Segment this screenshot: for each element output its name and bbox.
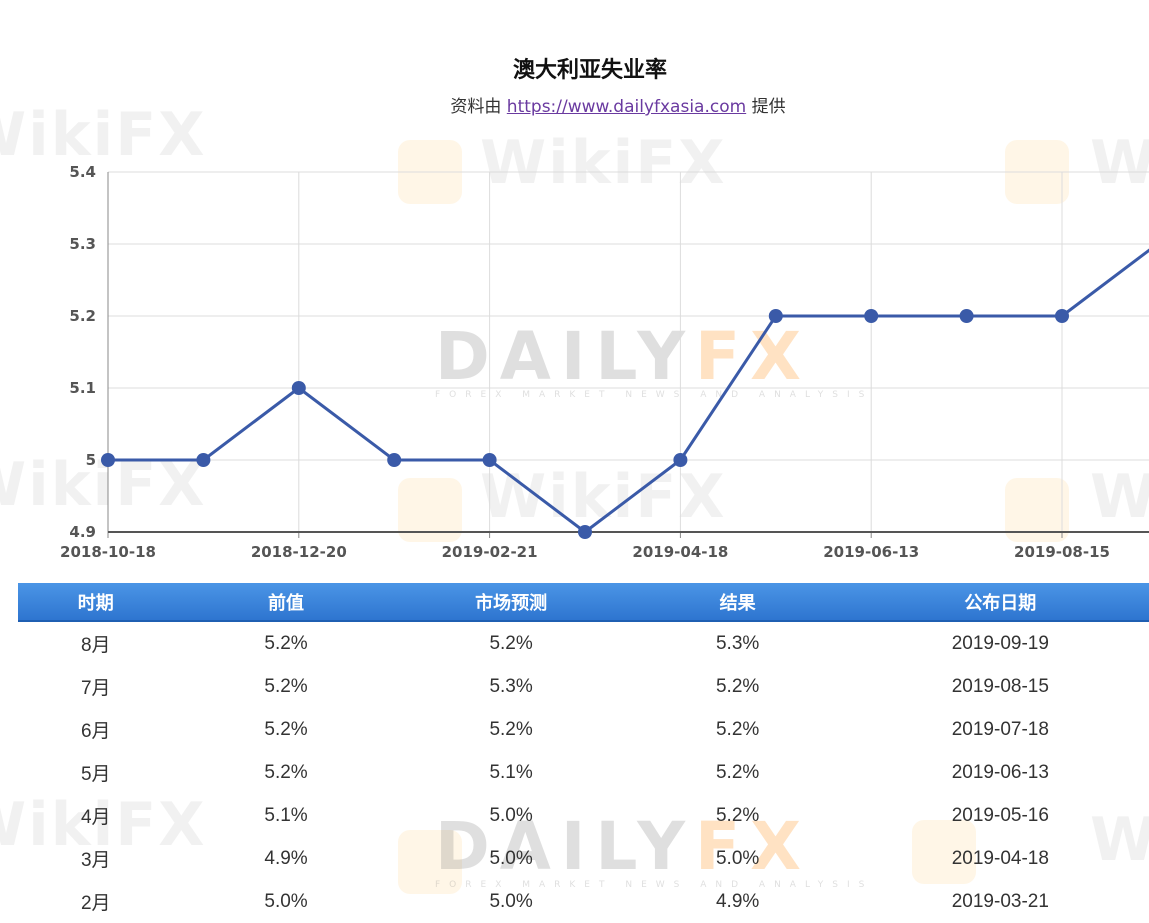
cell-previous: 4.9% <box>264 847 308 869</box>
data-point <box>196 453 211 467</box>
cell-previous: 5.0% <box>264 890 308 912</box>
data-point <box>959 309 974 323</box>
data-point <box>673 453 688 467</box>
source-link[interactable]: https://www.dailyfxasia.com <box>506 97 747 117</box>
table-row: 6月 5.2% 5.2% 5.2% 2019-07-18 <box>18 708 1149 751</box>
cell-forecast: 5.2% <box>489 718 533 740</box>
x-tick-label: 2019-06-13 <box>823 543 919 561</box>
cell-release-date: 2019-05-16 <box>951 804 1049 826</box>
table-row: 2月 5.0% 5.0% 4.9% 2019-03-21 <box>18 880 1149 923</box>
cell-previous: 5.2% <box>264 761 308 783</box>
y-tick-label: 5.2 <box>69 307 96 325</box>
table-row: 4月 5.1% 5.0% 5.2% 2019-05-16 <box>18 794 1149 837</box>
table-row: 5月 5.2% 5.1% 5.2% 2019-06-13 <box>18 751 1149 794</box>
cell-period: 2月 <box>80 893 111 914</box>
cell-actual: 5.2% <box>715 675 760 697</box>
y-tick-label: 4.9 <box>69 523 96 541</box>
cell-period: 4月 <box>80 807 111 828</box>
cell-forecast: 5.2% <box>489 632 533 654</box>
cell-forecast: 5.1% <box>489 761 533 783</box>
table-row: 3月 4.9% 5.0% 5.0% 2019-04-18 <box>18 837 1149 880</box>
cell-release-date: 2019-04-18 <box>951 847 1049 869</box>
cell-period: 6月 <box>80 721 111 742</box>
x-tick-label: 2018-10-18 <box>60 543 156 561</box>
page-title: 澳大利亚失业率 <box>512 58 667 83</box>
column-header-forecast: 市场预测 <box>398 583 624 622</box>
cell-period: 8月 <box>80 635 111 656</box>
cell-actual: 5.3% <box>715 632 760 654</box>
cell-previous: 5.2% <box>264 718 308 740</box>
cell-actual: 5.0% <box>715 847 760 869</box>
y-tick-label: 5.3 <box>69 235 96 253</box>
y-tick-label: 5 <box>86 451 96 469</box>
column-header-period: 时期 <box>18 583 174 622</box>
data-point <box>291 381 306 395</box>
y-tick-label: 5.1 <box>69 379 96 397</box>
cell-forecast: 5.0% <box>489 847 533 869</box>
cell-release-date: 2019-06-13 <box>951 761 1049 783</box>
table-row: 8月 5.2% 5.2% 5.3% 2019-09-19 <box>18 621 1149 665</box>
x-tick-label: 2019-02-21 <box>442 543 538 561</box>
series-line <box>108 248 1149 534</box>
cell-release-date: 2019-08-15 <box>951 675 1049 697</box>
table-header-row: 时期 前值 市场预测 结果 公布日期 <box>18 583 1149 622</box>
column-header-previous: 前值 <box>173 583 399 622</box>
cell-actual: 5.2% <box>715 761 760 783</box>
data-point <box>101 453 115 467</box>
column-header-actual: 结果 <box>623 583 852 622</box>
cell-forecast: 5.3% <box>489 675 533 697</box>
wikifx-logo-badge <box>398 830 462 894</box>
x-tick-label: 2019-04-18 <box>632 543 728 561</box>
unemployment-line-chart: 4.9 5 5.1 5.2 5.3 5.4 2018-10-18 2018-12-20 2019… <box>60 163 1149 561</box>
cell-release-date: 2019-09-19 <box>951 632 1049 654</box>
cell-actual: 5.2% <box>715 804 760 826</box>
x-tick-label: 2018-12-20 <box>251 543 347 561</box>
cell-actual: 4.9% <box>715 890 760 912</box>
data-point <box>1055 309 1069 323</box>
cell-release-date: 2019-03-21 <box>951 890 1049 912</box>
cell-actual: 5.2% <box>715 718 760 740</box>
cell-previous: 5.2% <box>264 632 308 654</box>
data-table: 时期 前值 市场预测 结果 公布日期 8月 5.2% 5.2% 5.3% 201… <box>18 583 1149 923</box>
cell-period: 3月 <box>80 850 111 871</box>
cell-forecast: 5.0% <box>489 890 533 912</box>
data-point <box>482 453 497 467</box>
x-tick-label: 2019-08-15 <box>1014 543 1110 561</box>
cell-period: 5月 <box>80 764 111 785</box>
source-line: 资料由 https://www.dailyfxasia.com 提供 <box>0 92 1149 117</box>
cell-previous: 5.1% <box>264 804 308 826</box>
source-prefix: 资料由 <box>450 97 502 117</box>
data-point <box>578 525 592 539</box>
data-point <box>387 453 402 467</box>
data-point <box>768 309 783 323</box>
wikifx-logo-badge <box>912 820 976 884</box>
cell-previous: 5.2% <box>264 675 308 697</box>
cell-release-date: 2019-07-18 <box>951 718 1049 740</box>
data-point <box>864 309 879 323</box>
cell-period: 7月 <box>80 678 111 699</box>
source-suffix: 提供 <box>751 97 786 117</box>
table-row: 7月 5.2% 5.3% 5.2% 2019-08-15 <box>18 665 1149 708</box>
cell-forecast: 5.0% <box>489 804 533 826</box>
y-tick-label: 5.4 <box>69 163 96 181</box>
column-header-release-date: 公布日期 <box>851 583 1149 622</box>
